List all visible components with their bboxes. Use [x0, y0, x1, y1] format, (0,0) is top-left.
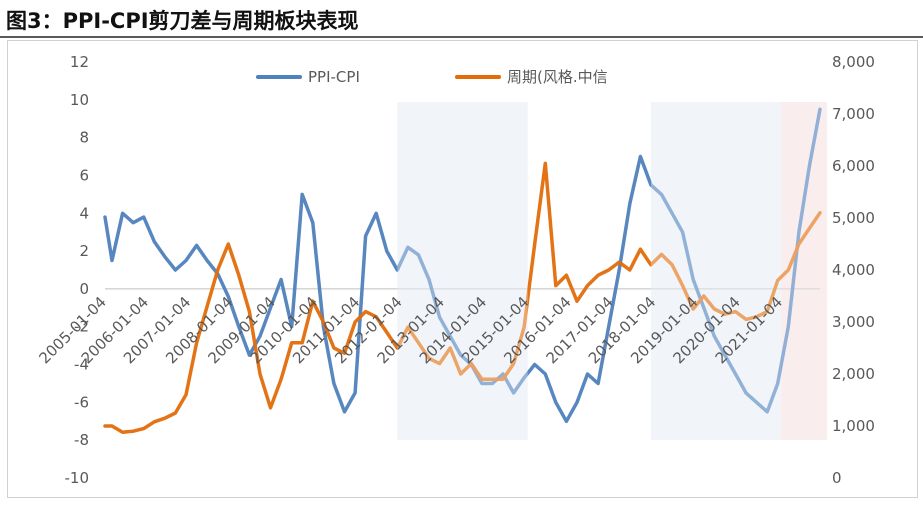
legend-label-2: 周期(风格.中信	[507, 68, 608, 86]
y-left-tick-label: 0	[79, 280, 89, 298]
y-right-tick-label: 0	[832, 469, 842, 487]
y-left-tick-label: -10	[65, 469, 90, 487]
chart-frame	[7, 40, 918, 498]
y-right-tick-label: 4,000	[832, 261, 875, 279]
shaded-period-1	[397, 102, 528, 440]
chart-title: 图3：PPI-CPI剪刀差与周期板块表现	[6, 9, 359, 33]
y-left-tick-label: -6	[74, 393, 89, 411]
title-bar: 图3：PPI-CPI剪刀差与周期板块表现	[0, 0, 923, 38]
y-right-tick-label: 8,000	[832, 53, 875, 71]
shaded-period-overlay-3	[781, 102, 828, 440]
y-left-tick-label: 10	[70, 91, 89, 109]
y-left-tick-label: 8	[79, 129, 89, 147]
y-right-tick-label: 1,000	[832, 417, 875, 435]
y-right-tick-label: 3,000	[832, 313, 875, 331]
y-left-tick-label: 6	[79, 166, 89, 184]
y-left-tick-label: 4	[79, 204, 89, 222]
y-right-tick-label: 5,000	[832, 209, 875, 227]
shaded-period-2	[650, 102, 782, 440]
y-right-tick-label: 6,000	[832, 157, 875, 175]
shaded-period-overlay-1	[397, 102, 528, 440]
y-left-tick-label: 2	[79, 242, 89, 260]
y-left-tick-label: 12	[70, 53, 89, 71]
series-line-2	[103, 161, 822, 434]
y-left-tick-label: -8	[74, 431, 89, 449]
shaded-period-overlay-2	[650, 102, 782, 440]
y-left-tick-label: -2	[74, 318, 89, 336]
y-right-tick-label: 2,000	[832, 365, 875, 383]
y-left-tick-label: -4	[74, 356, 89, 374]
y-right-tick-label: 7,000	[832, 105, 875, 123]
legend-label-1: PPI-CPI	[308, 68, 360, 86]
